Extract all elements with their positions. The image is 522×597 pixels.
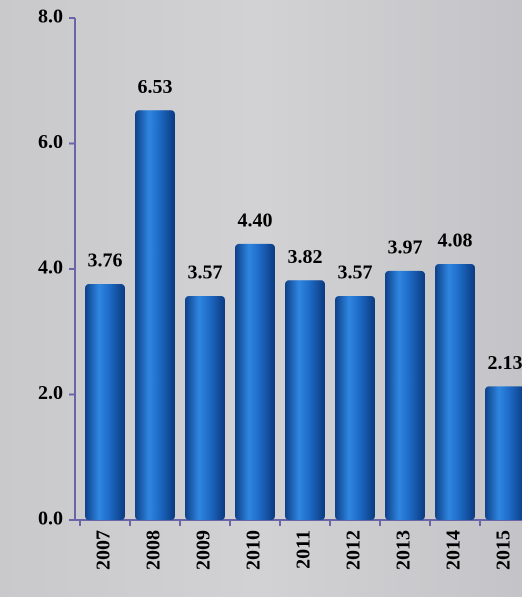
value-label: 3.82 xyxy=(288,246,323,268)
x-tick-label: 2011 xyxy=(293,530,315,569)
x-tick-label: 2009 xyxy=(193,530,215,570)
value-label: 3.97 xyxy=(388,236,423,258)
x-tick-label: 2010 xyxy=(243,530,265,570)
y-tick-label: 6.0 xyxy=(38,131,63,153)
value-label: 2.13 xyxy=(488,352,522,374)
x-tick-label: 2015 xyxy=(493,530,515,570)
bar xyxy=(235,243,275,520)
value-label: 3.57 xyxy=(188,262,223,284)
bar xyxy=(435,263,475,520)
value-label: 6.53 xyxy=(138,76,173,98)
x-tick-label: 2012 xyxy=(343,530,365,570)
y-tick-label: 4.0 xyxy=(38,257,63,279)
bar xyxy=(285,280,325,520)
bar xyxy=(85,284,125,520)
value-label: 3.76 xyxy=(88,250,123,272)
y-tick-label: 0.0 xyxy=(38,508,63,530)
value-label: 4.08 xyxy=(438,230,473,252)
x-tick-label: 2008 xyxy=(143,530,165,570)
x-tick-label: 2014 xyxy=(443,530,465,570)
bar xyxy=(385,270,425,520)
bar xyxy=(485,386,522,520)
bar xyxy=(185,295,225,520)
y-tick-label: 2.0 xyxy=(38,382,63,404)
y-tick-label: 8.0 xyxy=(38,6,63,28)
x-tick-label: 2013 xyxy=(393,530,415,570)
value-label: 4.40 xyxy=(238,209,273,231)
value-label: 3.57 xyxy=(338,262,373,284)
bar xyxy=(135,110,175,521)
bar xyxy=(335,295,375,520)
x-tick-label: 2007 xyxy=(93,530,115,570)
